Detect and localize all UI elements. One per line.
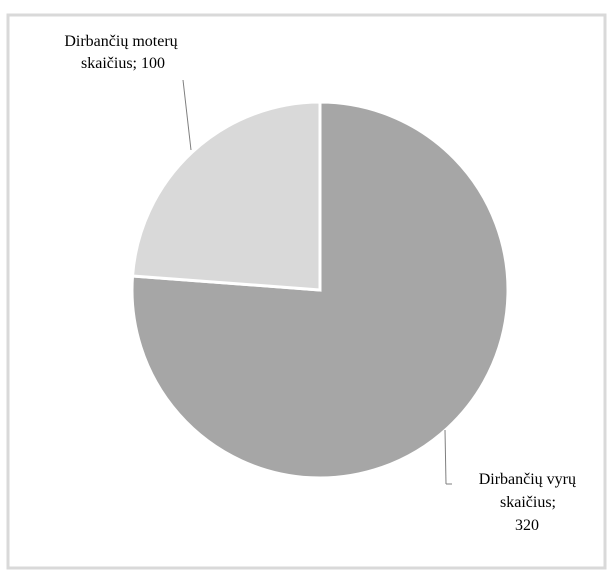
- leader-line-women: [182, 79, 192, 151]
- slice-label-men: Dirbančių vyrų skaičius; 320: [479, 471, 580, 534]
- slice-label-men-line-3: 320: [515, 517, 539, 534]
- pie-slices: [130, 100, 510, 480]
- slice-label-men-line-1: Dirbančių vyrų: [479, 471, 577, 488]
- slice-label-men-line-2: skaičius;: [500, 494, 556, 511]
- slice-label-women-line-1: Dirbančių moterų: [64, 33, 178, 50]
- pie-slice-women: [130, 100, 322, 292]
- leader-line-men: [444, 429, 447, 485]
- slice-label-women: Dirbančių moterų skaičius; 100: [64, 33, 181, 72]
- chart-border: [6, 13, 607, 570]
- slice-label-women-line-2: skaičius; 100: [81, 55, 165, 72]
